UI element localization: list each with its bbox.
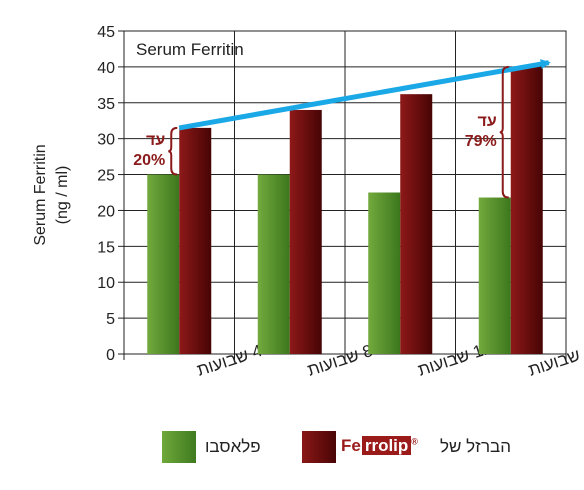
bar-iron — [510, 66, 543, 354]
trend-arrow — [178, 59, 551, 131]
annotation-label: עד — [146, 132, 165, 149]
bar-placebo — [257, 174, 290, 354]
bar-placebo — [478, 197, 511, 354]
legend-swatch-placebo — [162, 431, 196, 463]
y-tick-label: 10 — [97, 275, 115, 292]
y-tick-label: 20 — [97, 203, 115, 220]
y-tick-label: 35 — [97, 96, 115, 113]
y-tick-label: 45 — [97, 24, 115, 41]
brand-logo: Fe rrolip ® — [341, 436, 418, 455]
annotation-brace — [168, 126, 178, 176]
annotation-brace — [499, 65, 509, 199]
bar-iron — [289, 109, 322, 354]
y-axis-label: Serum Ferritin (ng / ml) — [12, 110, 92, 280]
annotation-value: 79% — [465, 133, 497, 150]
legend: פלאסבו Fe rrolip ® הברזל של — [0, 428, 584, 468]
y-tick-label: 0 — [106, 347, 115, 364]
y-tick-label: 5 — [106, 311, 115, 328]
bar-iron — [179, 127, 212, 355]
y-tick-label: 40 — [97, 60, 115, 77]
y-tick-label: 15 — [97, 239, 115, 256]
y-tick-label: 25 — [97, 168, 115, 185]
legend-label-placebo: פלאסבו — [205, 437, 261, 456]
legend-swatch-iron — [302, 431, 336, 463]
bar-iron — [400, 94, 433, 355]
annotation-label: עד — [478, 113, 497, 130]
y-tick-label: 30 — [97, 132, 115, 149]
y-axis-label-line1: Serum Ferritin — [32, 144, 49, 246]
chart-title: Serum Ferritin — [136, 40, 244, 59]
legend-label-iron: הברזל של — [440, 437, 512, 456]
annotation-value: 20% — [133, 152, 165, 169]
bar-placebo — [368, 192, 401, 354]
bar-placebo — [147, 174, 180, 354]
y-axis-label-line2: (ng / ml) — [54, 165, 71, 225]
